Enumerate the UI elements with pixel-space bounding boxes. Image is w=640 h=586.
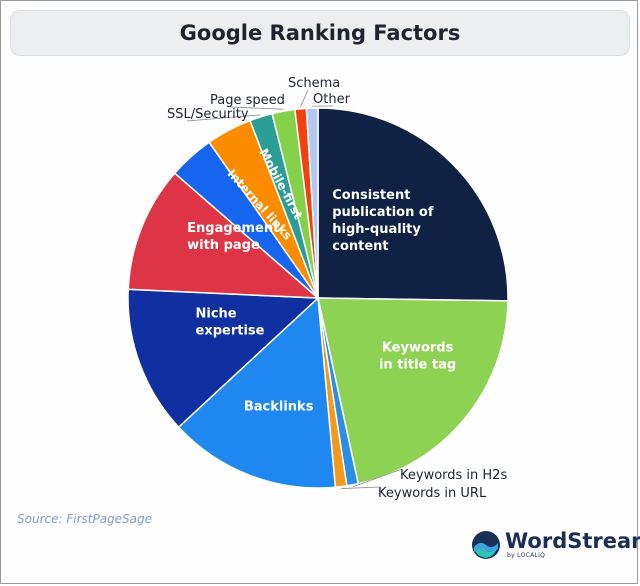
leader-line-keywords-in-h2s — [352, 468, 403, 488]
slice-label-ssl-security: SSL/Security — [167, 107, 249, 122]
slice-label-niche-expertise: Niche expertise — [196, 307, 265, 339]
pie-slice-other — [305, 107, 319, 299]
slice-label-keywords-in-url: Keywords in URL — [378, 486, 487, 501]
leader-line-ssl-security — [186, 114, 261, 122]
leader-line-keywords-in-url — [341, 486, 381, 489]
brand-sub: by LOCALiQ — [507, 552, 546, 559]
pie-slice-consistent-publication-of-high-quality-content — [317, 107, 509, 302]
pie-slice-niche-expertise — [127, 288, 320, 429]
slice-label-keywords-in-h2s: Keywords in H2s — [400, 468, 507, 483]
chart-title-box: Google Ranking Factors — [10, 10, 630, 56]
brand-name: WordStream — [505, 529, 640, 553]
chart-title: Google Ranking Factors — [179, 21, 461, 45]
leader-line-schema — [300, 89, 309, 107]
source-note: Source: FirstPageSage — [17, 512, 153, 526]
slice-label-engagement-with-page: Engagement with page — [187, 221, 279, 253]
slice-label-schema: Schema — [288, 76, 340, 91]
pie-slice-backlinks — [177, 296, 337, 489]
pie-slice-engagement-with-page — [127, 172, 321, 299]
slice-label-backlinks: Backlinks — [244, 399, 314, 414]
slice-label-keywords-in-title-tag: Keywords in title tag — [379, 340, 456, 372]
slice-label-page-speed: Page speed — [210, 93, 285, 108]
brand-logo: WordStream by LOCALiQ — [471, 530, 640, 560]
slice-label-other: Other — [313, 92, 351, 107]
wordstream-logo-icon — [472, 531, 500, 559]
slice-label-consistent-publication-of-high-quality-content: Consistent publication of high-quality cont… — [332, 188, 434, 254]
leader-line-page-speed — [229, 106, 284, 110]
pie-slice-keywords-in-title-tag — [317, 297, 509, 485]
